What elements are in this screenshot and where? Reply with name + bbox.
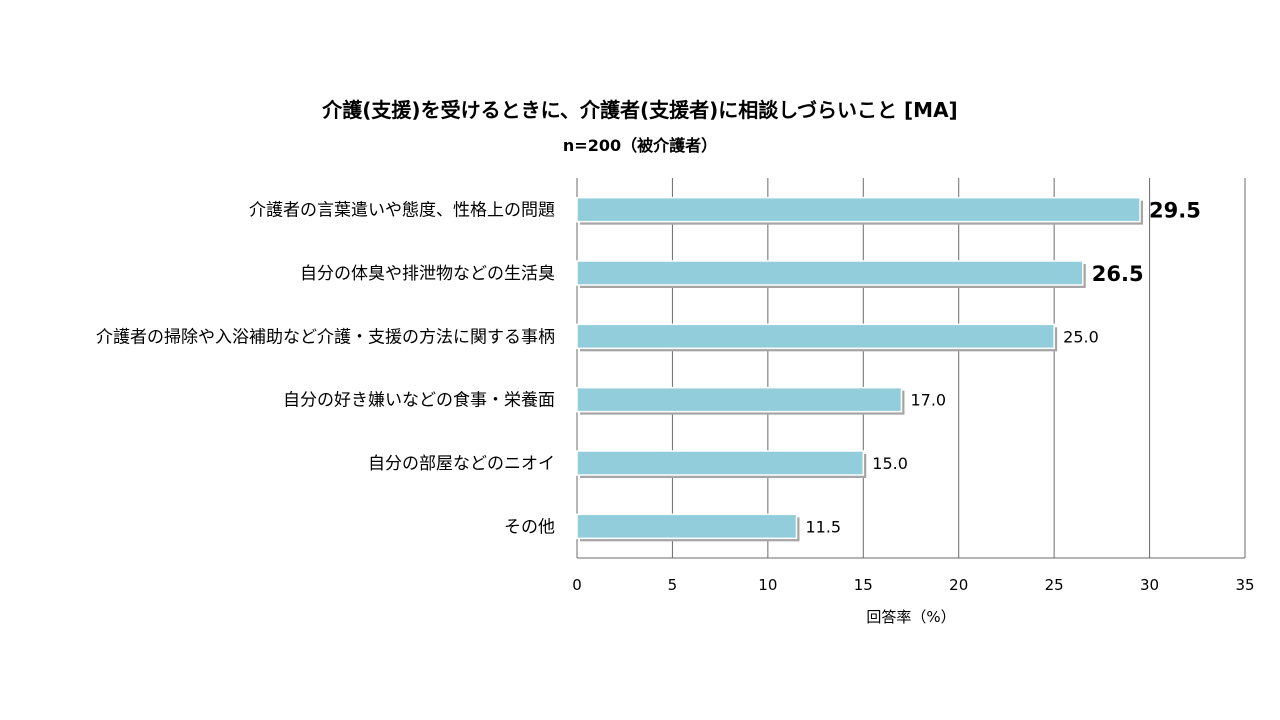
x-tick-30: 30 [1140,576,1159,594]
x-tick-20: 20 [949,576,968,594]
value-label-5: 15.0 [872,454,908,473]
value-labels: 29.5 26.5 25.0 17.0 15.0 11.5 [805,199,1200,537]
grid-lines [576,178,1246,559]
x-tick-15: 15 [854,576,873,594]
category-label-3: 介護者の掃除や入浴補助など介護・支援の方法に関する事柄 [96,327,555,347]
x-tick-0: 0 [572,576,582,594]
value-label-2: 26.5 [1092,262,1144,286]
category-label-4: 自分の好き嫌いなどの食事・栄養面 [283,391,555,411]
bar-5 [576,450,865,476]
x-axis-title: 回答率（%） [866,608,955,626]
category-label-5: 自分の部屋などのニオイ [368,454,555,474]
value-label-6: 11.5 [805,517,841,536]
category-labels: 介護者の言葉遣いや態度、性格上の問題自分の体臭や排泄物などの生活臭介護者の掃除や… [96,201,555,538]
x-tick-labels: 0 5 10 15 20 25 30 35 [572,576,1254,594]
category-label-6: その他 [504,517,555,537]
bar-3 [576,323,1055,350]
chart-subtitle: n=200（被介護者） [562,136,718,155]
bars-group [576,196,1144,542]
x-tick-5: 5 [668,576,678,594]
x-tick-25: 25 [1045,576,1064,594]
bar-2 [576,260,1084,286]
x-tick-10: 10 [758,576,777,594]
bar-4 [576,386,903,413]
value-label-3: 25.0 [1063,327,1099,346]
x-tick-35: 35 [1235,576,1254,594]
bar-1 [576,196,1141,223]
chart-title: 介護(支援)を受けるときに、介護者(支援者)に相談しづらいこと [MA] [322,98,958,122]
bar-6 [576,513,798,540]
value-label-1: 29.5 [1149,199,1201,223]
category-label-2: 自分の体臭や排泄物などの生活臭 [300,264,555,284]
category-label-1: 介護者の言葉遣いや態度、性格上の問題 [249,201,555,221]
value-label-4: 17.0 [910,391,946,410]
